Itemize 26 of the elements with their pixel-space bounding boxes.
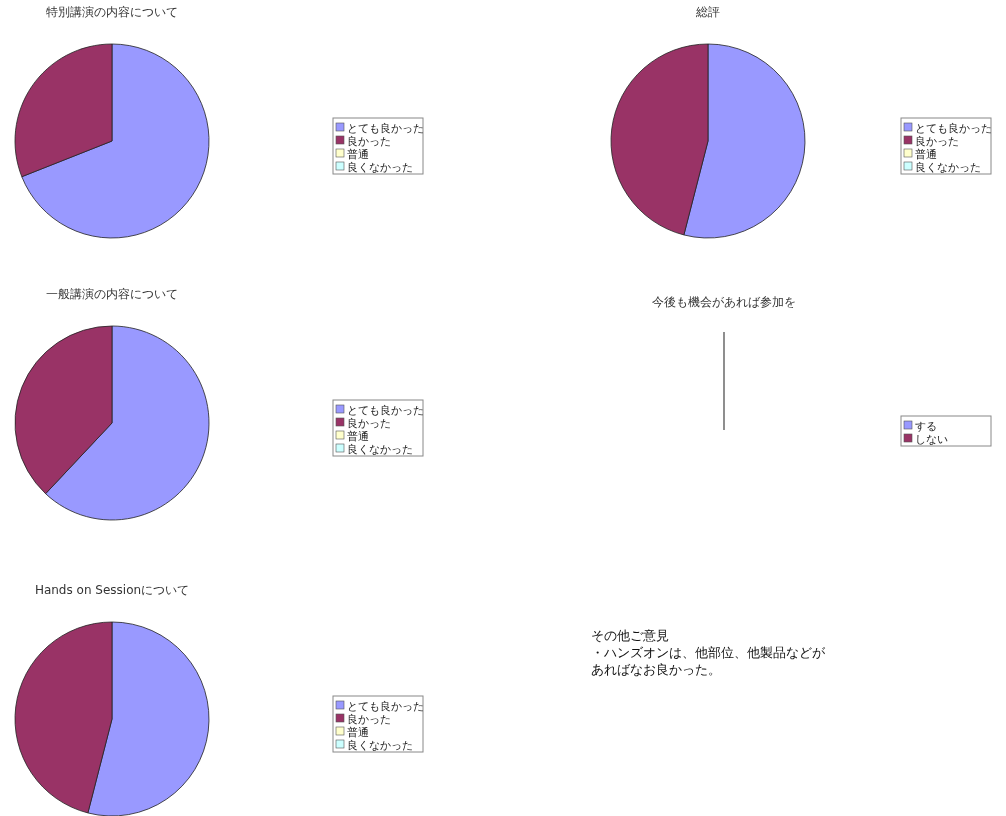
legend-label: 普通 [915,147,937,161]
category-label: しない [915,432,948,446]
legend-label: 良くなかった [347,442,413,456]
text: ・ハンズオンは、他部位、他製品などが [591,645,826,660]
legend-label: とても良かった [915,121,992,135]
chart-title: 一般講演の内容について [46,287,178,301]
legend-label: 良くなかった [915,160,981,174]
legend-label: とても良かった [347,699,424,713]
category-label: する [915,419,937,433]
text: その他ご意見 [591,628,669,643]
legend-label: 良くなかった [347,738,413,752]
legend-label: 普通 [347,147,369,161]
legend-label: 良かった [347,712,391,726]
legend-label: 良くなかった [347,160,413,174]
text: 今後も機会があれば参加を [652,295,796,309]
legend-label: 普通 [347,725,369,739]
legend-label: 良かった [347,416,391,430]
chart-title: 特別講演の内容について [46,5,178,19]
legend-label: 良かった [915,134,959,148]
chart-title: Hands on Sessionについて [34,583,190,597]
chart-title: 総評 [695,5,720,19]
legend-label: 普通 [347,429,369,443]
legend-label: とても良かった [347,403,424,417]
legend-label: とても良かった [347,121,424,135]
text: あればなお良かった。 [591,662,721,677]
legend-label: 良かった [347,134,391,148]
